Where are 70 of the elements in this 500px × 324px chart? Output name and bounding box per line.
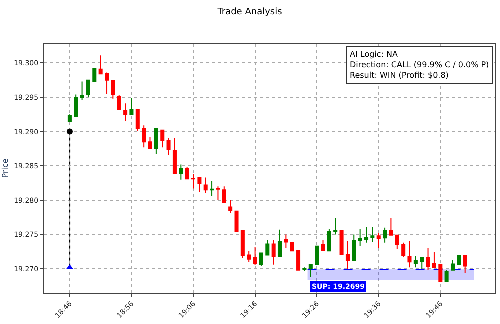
candlestick: [457, 255, 462, 266]
candlestick: [395, 234, 400, 250]
candlestick: [124, 103, 128, 122]
y-axis-title: Price: [0, 158, 10, 178]
candlestick: [92, 68, 97, 82]
candlestick: [74, 94, 78, 118]
candlestick: [340, 230, 344, 256]
candlestick: [154, 128, 158, 155]
candlestick: [450, 260, 456, 271]
candlestick: [130, 98, 134, 116]
candlestick: [352, 234, 356, 262]
candlestick: [376, 232, 381, 249]
candlestick: [192, 174, 196, 190]
annotation: Result: WIN (Profit: $0.8): [350, 70, 449, 80]
candlestick: [240, 230, 245, 259]
candlestick: [444, 270, 449, 283]
candlestick: [346, 241, 350, 270]
candlestick: [166, 137, 171, 156]
candlestick: [414, 255, 418, 268]
candlestick: [185, 166, 190, 180]
candlestick: [266, 240, 270, 256]
candlestick: [383, 227, 388, 244]
candlestick: [105, 72, 110, 95]
candlestick: [408, 241, 412, 268]
candlestick: [432, 252, 436, 268]
candlestick: [321, 240, 326, 251]
candlestick: [420, 258, 424, 270]
candlestick: [296, 250, 301, 271]
candlestick: [402, 242, 406, 258]
candlestick: [389, 218, 394, 236]
candlestick: [272, 240, 276, 266]
candlestick: [98, 55, 103, 75]
candlestick: [86, 80, 90, 98]
candlestick: [234, 210, 239, 232]
candlestick: [179, 164, 184, 180]
candlestick: [358, 228, 362, 247]
candlestick: [136, 109, 140, 132]
candlestick: [284, 234, 288, 249]
annotation: Direction: CALL (99.9% C / 0.0% P): [350, 60, 490, 70]
candlestick: [80, 81, 84, 101]
candlestick: [364, 226, 369, 244]
candlestick: [334, 218, 338, 236]
chart-title: Trade Analysis: [216, 7, 283, 18]
candlestick: [308, 264, 313, 278]
candlestick: [198, 176, 202, 193]
candlestick: [117, 94, 122, 110]
candlestick: [302, 267, 307, 272]
candlestick: [463, 255, 468, 274]
candlestick: [290, 242, 294, 252]
candlestick: [438, 264, 443, 283]
candlestick: [160, 130, 165, 148]
candlestick: [253, 246, 258, 266]
candlestick: [222, 186, 226, 203]
candlestick: [210, 180, 214, 197]
candlestick: [68, 114, 72, 123]
annotation: AI Logic: NA: [350, 50, 399, 59]
candlestick: [142, 125, 146, 148]
candlestick: [172, 137, 177, 174]
candlestick: [111, 80, 116, 100]
candlestick: [228, 200, 233, 214]
candlestick: [370, 226, 375, 243]
candlestick: [278, 229, 282, 258]
candlestick: [216, 186, 220, 201]
candlestick: [204, 177, 208, 194]
candlestick: [426, 248, 430, 271]
candlestick: [259, 252, 264, 267]
candlestick: [247, 250, 252, 263]
candlestick: [148, 136, 152, 150]
candlestick: [315, 246, 320, 266]
candlestick: [327, 228, 332, 252]
